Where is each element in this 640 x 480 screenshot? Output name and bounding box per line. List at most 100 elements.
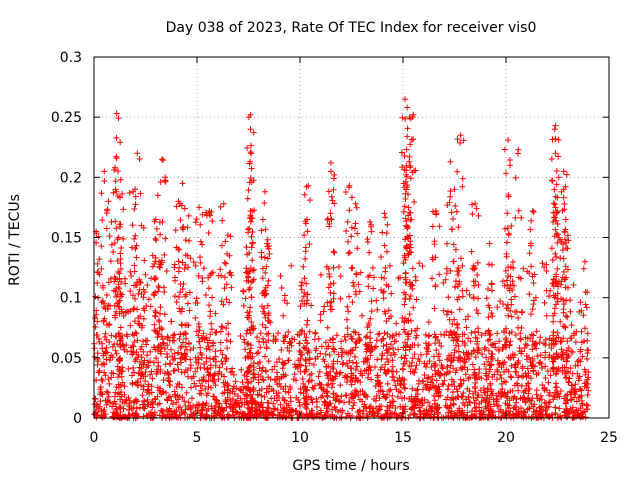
data-point (383, 281, 390, 288)
data-point (387, 399, 394, 406)
data-point (303, 321, 310, 328)
data-point (329, 364, 336, 371)
data-point (533, 387, 540, 394)
data-point (278, 284, 285, 291)
data-point (573, 398, 580, 405)
data-point (322, 339, 329, 346)
data-point (99, 297, 106, 304)
data-point (357, 378, 364, 385)
data-point (584, 356, 591, 363)
data-point (157, 178, 164, 185)
data-point (385, 359, 392, 366)
data-point (389, 363, 396, 370)
data-point (401, 326, 408, 333)
data-point (533, 345, 540, 352)
data-point (153, 355, 160, 362)
data-point (133, 330, 140, 337)
data-point (424, 375, 431, 382)
data-point (552, 135, 559, 142)
data-point (224, 345, 231, 352)
data-point (263, 344, 270, 351)
data-point (213, 329, 220, 336)
data-point (248, 378, 255, 385)
data-point (430, 383, 437, 390)
data-point (402, 279, 409, 286)
data-point (484, 386, 491, 393)
data-point (335, 351, 342, 358)
data-point (560, 323, 567, 330)
data-point (328, 384, 335, 391)
data-point (201, 336, 208, 343)
data-point (401, 254, 408, 261)
data-point (481, 389, 488, 396)
data-point (206, 355, 213, 362)
data-point (487, 380, 494, 387)
data-point (380, 335, 387, 342)
data-point (474, 272, 481, 279)
data-point (502, 170, 509, 177)
data-point (261, 393, 268, 400)
data-point (259, 265, 266, 272)
data-point (461, 331, 468, 338)
data-point (408, 249, 415, 256)
data-point (192, 299, 199, 306)
data-point (343, 349, 350, 356)
data-point (411, 351, 418, 358)
data-point (353, 271, 360, 278)
data-point (324, 299, 331, 306)
data-point (251, 411, 258, 418)
data-point (270, 400, 277, 407)
data-point (143, 412, 150, 419)
data-point (248, 400, 255, 407)
data-point (554, 239, 561, 246)
data-point (245, 354, 252, 361)
data-point (503, 325, 510, 332)
data-point (508, 296, 515, 303)
data-point (445, 352, 452, 359)
data-point (186, 340, 193, 347)
data-point (447, 188, 454, 195)
data-point (147, 303, 154, 310)
data-point (350, 328, 357, 335)
data-point (397, 381, 404, 388)
data-point (459, 183, 466, 190)
data-point (416, 260, 423, 267)
data-point (148, 409, 155, 416)
data-point (456, 306, 463, 313)
data-point (447, 402, 454, 409)
data-point (245, 268, 252, 275)
data-point (139, 370, 146, 377)
data-point (316, 411, 323, 418)
data-point (352, 200, 359, 207)
data-point (454, 321, 461, 328)
data-point (132, 245, 139, 252)
data-point (139, 322, 146, 329)
data-point (207, 331, 214, 338)
data-point (338, 338, 345, 345)
data-point (483, 295, 490, 302)
data-point (475, 295, 482, 302)
data-point (133, 242, 140, 249)
data-point (108, 352, 115, 359)
data-point (467, 399, 474, 406)
data-point (369, 405, 376, 412)
data-point (562, 284, 569, 291)
data-point (121, 400, 128, 407)
data-point (425, 399, 432, 406)
data-point (506, 157, 513, 164)
data-point (584, 376, 591, 383)
data-point (529, 355, 536, 362)
data-point (213, 397, 220, 404)
data-point (240, 302, 247, 309)
data-point (217, 266, 224, 273)
data-point (325, 188, 332, 195)
data-point (507, 373, 514, 380)
data-point (237, 387, 244, 394)
data-point (131, 235, 138, 242)
data-point (580, 265, 587, 272)
data-point (172, 227, 179, 234)
data-point (116, 194, 123, 201)
data-point (152, 276, 159, 283)
data-point (548, 354, 555, 361)
data-point (407, 412, 414, 419)
